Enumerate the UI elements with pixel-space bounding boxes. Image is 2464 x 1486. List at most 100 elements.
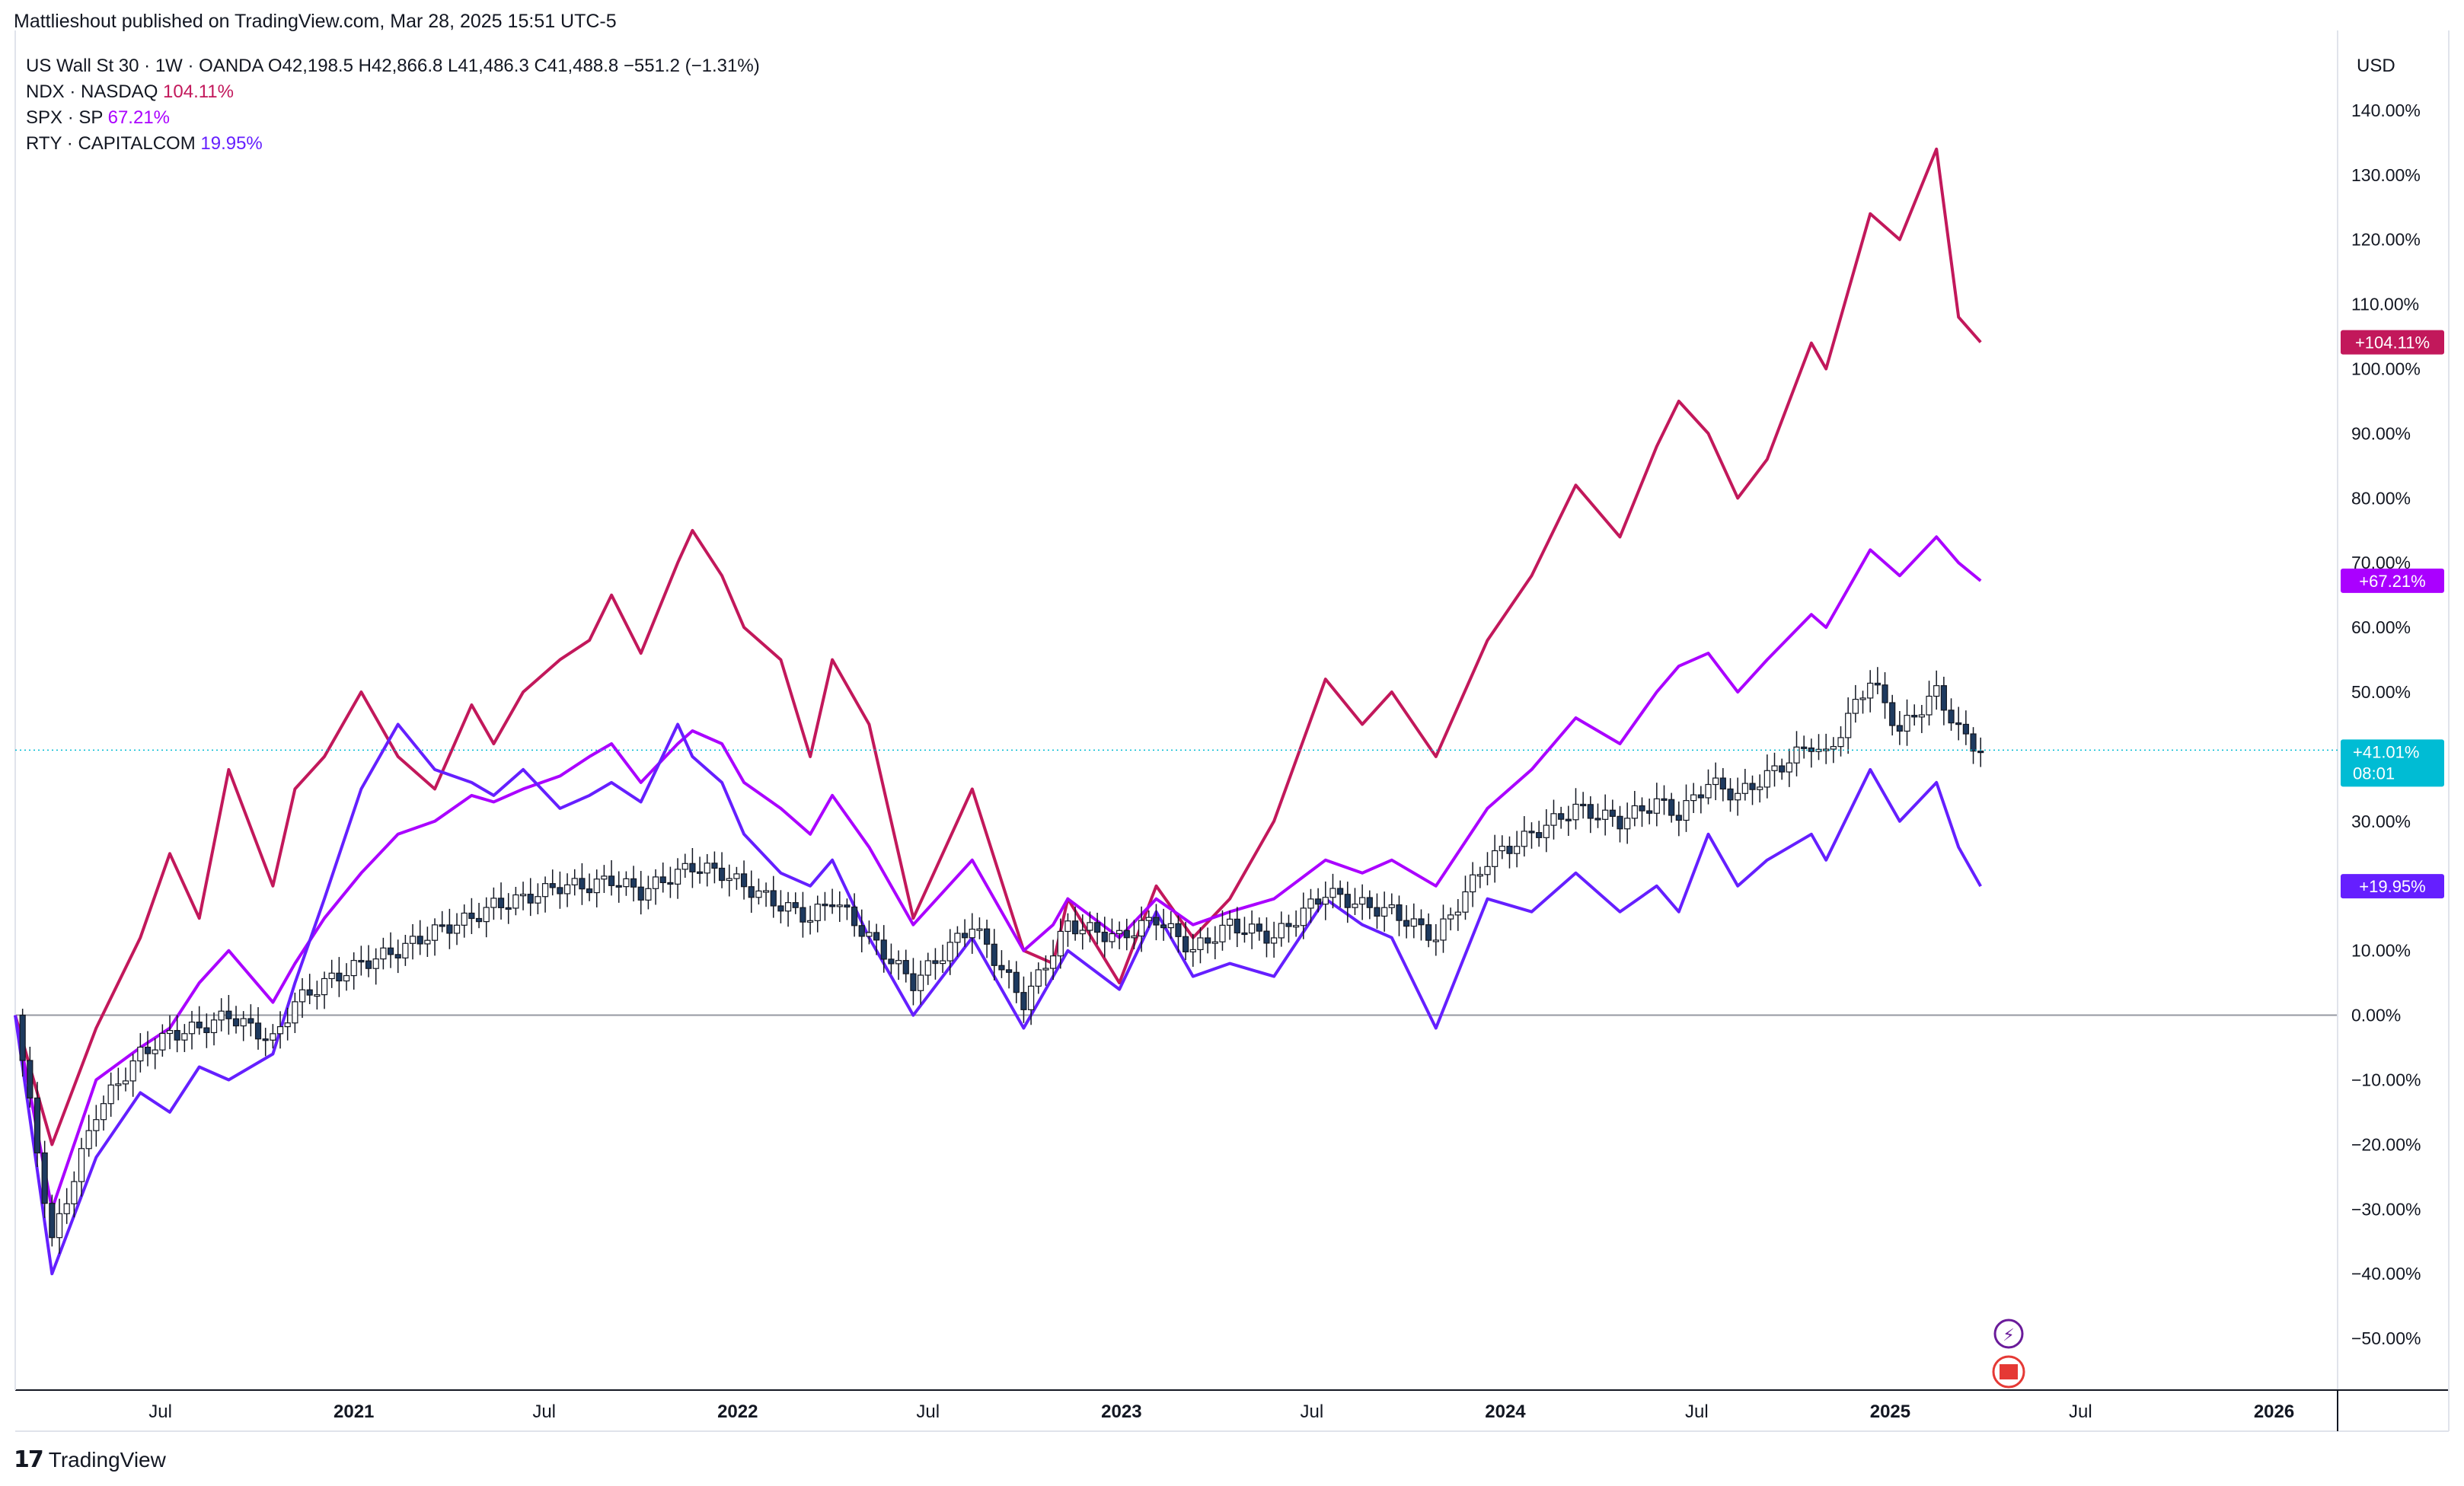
candle-body [394, 954, 401, 958]
candle-body [1536, 832, 1543, 838]
candle-body [858, 925, 865, 937]
last-value-text: +104.11% [2355, 333, 2430, 352]
y-tick-label: −40.00% [2351, 1264, 2421, 1284]
candle-body [711, 863, 718, 869]
candle-body [1565, 818, 1572, 821]
candle-body [1227, 918, 1234, 926]
candle-body [188, 1022, 196, 1035]
candle-body [1476, 874, 1483, 877]
candle-body [1366, 897, 1373, 908]
candle-body [1631, 805, 1638, 819]
candle-body [1403, 920, 1410, 927]
candle-body [1741, 783, 1748, 794]
candle-body [586, 888, 593, 894]
candle-body [1293, 925, 1300, 928]
candle-body [1211, 941, 1218, 944]
candle-body [1779, 765, 1786, 773]
candle-body [298, 989, 306, 1003]
candle-body [409, 936, 417, 944]
candle-body [358, 960, 365, 963]
candle-body [1933, 685, 1940, 697]
candle-body [800, 907, 806, 923]
legend-main-part: 41,486.3 [458, 56, 528, 76]
candle-body [726, 878, 732, 882]
candle-body [917, 974, 924, 991]
candle-body [27, 1060, 34, 1099]
candle-body [232, 1018, 240, 1027]
tradingview-brand[interactable]: 𝟭𝟳 TradingView [14, 1446, 166, 1473]
candle-body [1940, 685, 1947, 711]
brand-name: TradingView [48, 1447, 166, 1472]
candle-body [1035, 969, 1042, 987]
candle-body [844, 904, 851, 908]
y-tick-label: 110.00% [2351, 295, 2419, 314]
tradingview-logo-icon: 𝟭𝟳 [14, 1447, 44, 1472]
candle-body [1594, 818, 1601, 821]
candle-body [1138, 920, 1145, 937]
candle-body [115, 1083, 122, 1086]
icons: ⚡ [1992, 1319, 2025, 1389]
candle-body [453, 924, 461, 934]
candle-body [1470, 874, 1476, 893]
candle-body [306, 989, 313, 996]
candle-body [152, 1049, 158, 1054]
candle-body [1057, 930, 1064, 957]
candle-body [1410, 918, 1417, 927]
candle-body [623, 878, 630, 888]
candle-body [1786, 762, 1792, 773]
candle-body [1639, 805, 1645, 812]
candle-body [1492, 850, 1499, 867]
legend-main-part: 42,198.5 [282, 56, 353, 76]
candle-body [770, 890, 777, 907]
legend-value: 19.95% [200, 133, 262, 154]
candle-body [1160, 924, 1167, 929]
candle-body [1617, 815, 1623, 830]
candle-body [1006, 969, 1013, 973]
candle-body [1087, 922, 1093, 931]
candle-body [129, 1060, 136, 1082]
legend-value: 67.21% [108, 107, 170, 128]
candle-body [1948, 710, 1955, 724]
candle-body [254, 1022, 262, 1040]
candle-body [1337, 888, 1344, 895]
candle-body [1219, 924, 1226, 942]
candle-body [1042, 968, 1049, 971]
candle-body [1852, 699, 1859, 714]
candle-body [535, 896, 541, 904]
candle-body [1020, 992, 1027, 1010]
candle-body [1727, 788, 1734, 801]
x-tick-label: Jul [2069, 1401, 2092, 1422]
lightning-icon [1993, 1319, 2024, 1349]
candle-body [549, 883, 556, 888]
candle-body [910, 973, 917, 991]
candle-body [1823, 748, 1830, 751]
candle-body [1830, 746, 1837, 750]
candle-body [1763, 770, 1770, 788]
candle-body [34, 1097, 41, 1154]
candle-body [1675, 815, 1682, 821]
candle-body [1712, 777, 1719, 786]
candle-body [1189, 949, 1196, 952]
candle-body [1801, 746, 1808, 749]
candle-body [1234, 918, 1240, 934]
x-tick-label: 2025 [1870, 1401, 1910, 1422]
legend-symbol: RTY · CAPITALCOM [26, 133, 200, 154]
candle-body [63, 1203, 70, 1214]
us-flag-stripes [2000, 1364, 2018, 1379]
candle-body [1454, 911, 1461, 916]
candle-body [1528, 831, 1535, 834]
y-tick-label: 120.00% [2351, 230, 2421, 250]
candle-body [1771, 765, 1778, 771]
candle-body [1653, 798, 1660, 814]
currency-label: USD [2357, 56, 2395, 76]
legend-main-part: 42,866.8 [372, 56, 442, 76]
candle-body [1256, 923, 1262, 932]
candle-body [1521, 831, 1527, 847]
legend-row: SPX · SP 67.21% [26, 107, 170, 128]
candle-body [468, 912, 475, 920]
candle-body [1859, 697, 1866, 700]
current-price-badge [2341, 739, 2444, 787]
candle-body [247, 1018, 254, 1024]
legend-symbol: NDX · NASDAQ [26, 81, 163, 102]
